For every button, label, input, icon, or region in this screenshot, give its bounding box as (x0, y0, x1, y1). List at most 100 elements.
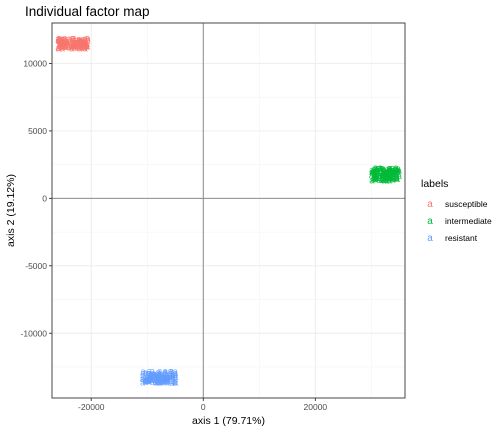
data-point: a (169, 366, 175, 377)
data-point: a (377, 163, 383, 174)
data-point: a (395, 166, 401, 177)
data-point: a (76, 35, 82, 46)
data-point: a (68, 39, 74, 50)
data-point: a (85, 33, 91, 44)
data-point: a (393, 165, 399, 176)
data-point: a (78, 36, 84, 47)
data-point: a (386, 176, 392, 187)
data-point: a (76, 42, 82, 53)
legend-title: labels (421, 178, 448, 190)
data-point: a (164, 370, 170, 381)
data-point: a (372, 167, 378, 178)
data-point: a (148, 372, 154, 383)
data-point: a (372, 172, 378, 183)
data-point: a (66, 36, 72, 47)
data-point: a (70, 41, 76, 52)
data-point: a (381, 164, 387, 175)
data-point: a (145, 375, 151, 386)
data-point: a (155, 376, 161, 387)
data-point: a (389, 166, 395, 177)
data-point: a (382, 169, 388, 180)
x-tick-label: 0 (201, 402, 206, 412)
data-point: a (386, 164, 392, 175)
data-point: a (153, 378, 159, 389)
data-point: a (170, 372, 176, 383)
data-point: a (383, 167, 389, 178)
data-point: a (383, 168, 389, 179)
data-point: a (375, 166, 381, 177)
data-point: a (146, 376, 152, 387)
data-point: a (383, 171, 389, 182)
data-point: a (371, 173, 377, 184)
data-point: a (72, 37, 78, 48)
data-point: a (142, 377, 148, 388)
data-point: a (168, 368, 174, 379)
data-point: a (143, 375, 149, 386)
data-point: a (59, 37, 65, 48)
legend: labels a susceptible a intermediate a resista… (421, 178, 492, 244)
chart-title: Individual factor map (25, 4, 150, 19)
data-point: a (144, 372, 150, 383)
data-point: a (155, 371, 161, 382)
data-point: a (167, 373, 173, 384)
data-point: a (382, 168, 388, 179)
data-point: a (64, 37, 70, 48)
data-point: a (69, 42, 75, 53)
data-point: a (60, 43, 66, 54)
data-point: a (388, 168, 394, 179)
data-point: a (63, 42, 69, 53)
data-point: a (381, 176, 387, 187)
data-point: a (146, 370, 152, 381)
data-point: a (394, 173, 400, 184)
data-point: a (391, 166, 397, 177)
data-point: a (164, 372, 170, 383)
data-point: a (73, 35, 79, 46)
data-point: a (71, 33, 77, 44)
data-point: a (386, 170, 392, 181)
data-point: a (371, 164, 377, 175)
data-point: a (56, 42, 62, 53)
data-point: a (386, 165, 392, 176)
data-point: a (156, 378, 162, 389)
data-point: a (386, 166, 392, 177)
data-point: a (70, 38, 76, 49)
data-point: a (140, 371, 146, 382)
data-point: a (148, 374, 154, 385)
data-point: a (149, 373, 155, 384)
data-point: a (382, 165, 388, 176)
data-point: a (81, 39, 87, 50)
legend-key: a (427, 216, 433, 227)
data-point: a (71, 41, 77, 52)
data-point: a (386, 175, 392, 186)
data-point: a (69, 37, 75, 48)
data-point: a (384, 167, 390, 178)
data-point: a (64, 36, 70, 47)
y-tick-label: 0 (42, 193, 47, 203)
data-point: a (383, 174, 389, 185)
data-point: a (58, 40, 64, 51)
data-point: a (64, 38, 70, 49)
data-point: a (64, 42, 70, 53)
data-point: a (384, 176, 390, 187)
data-point: a (162, 372, 168, 383)
data-point: a (171, 372, 177, 383)
data-point: a (84, 40, 90, 51)
data-point: a (163, 366, 169, 377)
x-tick-label: 20000 (304, 402, 328, 412)
data-point: a (170, 369, 176, 380)
data-point: a (397, 171, 403, 182)
data-point: a (72, 40, 78, 51)
data-point: a (58, 40, 64, 51)
data-point: a (144, 374, 150, 385)
data-point: a (77, 44, 83, 55)
data-point: a (60, 41, 66, 52)
data-point: a (59, 38, 65, 49)
data-point: a (374, 167, 380, 178)
data-point: a (393, 173, 399, 184)
data-point: a (372, 174, 378, 185)
data-point: a (173, 374, 179, 385)
data-point: a (169, 378, 175, 389)
data-point: a (70, 40, 76, 51)
data-point: a (164, 371, 170, 382)
